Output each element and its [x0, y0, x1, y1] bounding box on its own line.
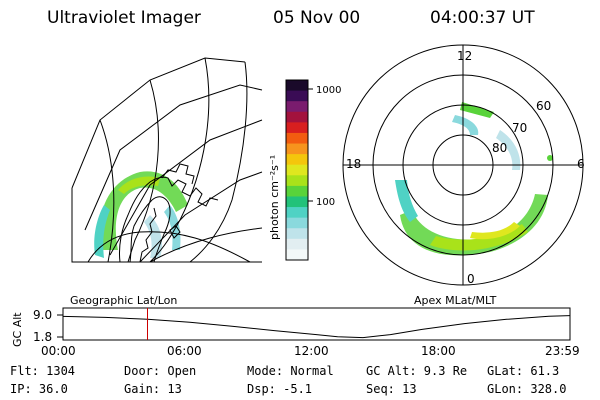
- colorbar-cell: [286, 101, 308, 113]
- status-seq: Seq: 13: [366, 382, 417, 396]
- altitude-axis-label: GC Alt: [11, 312, 24, 347]
- colorbar-cell: [286, 238, 308, 250]
- colorbar: 1000 100 photon cm⁻²s⁻¹: [268, 79, 341, 261]
- mlt-label-6: 6: [577, 157, 585, 171]
- colorbar-cell: [286, 80, 308, 92]
- geographic-label: Geographic Lat/Lon: [70, 294, 177, 307]
- altitude-curve: [62, 315, 570, 339]
- colorbar-cell: [286, 154, 308, 166]
- altitude-plot: GC Alt 9.0 1.8 00:00 06:00 12:00 18:00 2…: [11, 307, 580, 358]
- map-boundary: [71, 188, 262, 263]
- time-label: 04:00:37 UT: [430, 8, 535, 28]
- colorbar-tick-label-100: 100: [316, 197, 335, 208]
- altitude-plot-frame: [62, 307, 571, 341]
- status-mode: Mode: Normal: [247, 364, 334, 378]
- colorbar-unit-label: photon cm⁻²s⁻¹: [268, 155, 281, 240]
- status-glon: GLon: 328.0: [487, 382, 567, 396]
- colorbar-cell: [286, 185, 308, 197]
- colorbar-cell: [286, 217, 308, 229]
- lat-label-80: 80: [492, 141, 507, 155]
- time-tick-1200: 12:00: [294, 344, 329, 358]
- lat-label-60: 60: [536, 99, 551, 113]
- colorbar-cell: [286, 249, 308, 261]
- status-door: Door: Open: [124, 364, 197, 378]
- status-ip: IP: 36.0: [10, 382, 68, 396]
- mlt-label-0: 0: [467, 272, 475, 286]
- polar-map-panel: 12 18 6 0 60 70 80: [342, 44, 585, 286]
- colorbar-cell: [286, 207, 308, 219]
- auroral-oval-geographic: [94, 171, 188, 258]
- colorbar-frame: [285, 79, 309, 261]
- colorbar-cell: [286, 164, 308, 176]
- status-glat: GLat: 61.3: [487, 364, 560, 378]
- altitude-tick-1_8: 1.8: [33, 330, 52, 344]
- time-tick-0000: 00:00: [41, 344, 76, 358]
- date-label: 05 Nov 00: [273, 8, 361, 28]
- mlt-label-12: 12: [457, 49, 472, 63]
- time-tick-1800: 18:00: [421, 344, 456, 358]
- altitude-tick-9: 9.0: [33, 308, 52, 322]
- colorbar-cell: [286, 122, 308, 134]
- apex-label: Apex MLat/MLT: [414, 294, 497, 307]
- status-gc-alt: GC Alt: 9.3 Re: [366, 364, 468, 378]
- mlt-label-18: 18: [346, 157, 361, 171]
- time-tick-2359: 23:59: [545, 344, 580, 358]
- colorbar-cell: [286, 175, 308, 187]
- colorbar-cell: [286, 228, 308, 240]
- auroral-oval-polar: [395, 102, 553, 256]
- status-flight: Flt: 1304: [10, 364, 76, 378]
- status-gain: Gain: 13: [124, 382, 182, 396]
- instrument-title: Ultraviolet Imager: [47, 8, 201, 28]
- lat-label-70: 70: [512, 121, 527, 135]
- coastline: [119, 163, 219, 263]
- colorbar-tick-label-1000: 1000: [316, 85, 341, 96]
- colorbar-cell: [286, 143, 308, 155]
- colorbar-cell: [286, 132, 308, 145]
- status-dsp: Dsp: -5.1: [247, 382, 313, 396]
- time-tick-0600: 06:00: [167, 344, 202, 358]
- geographic-map-panel: [71, 57, 263, 263]
- colorbar-cell: [286, 111, 308, 123]
- colorbar-cell: [286, 90, 308, 102]
- colorbar-cell: [286, 196, 308, 208]
